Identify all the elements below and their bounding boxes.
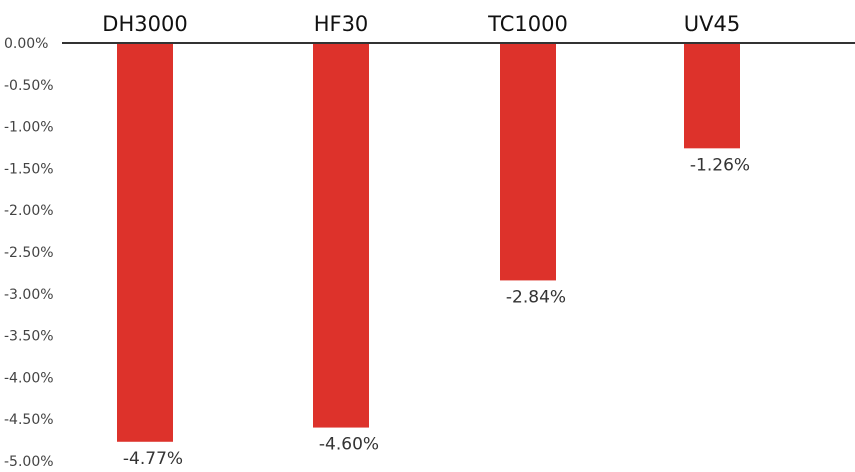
bar-tc1000 xyxy=(500,43,556,281)
data-label: -2.84% xyxy=(506,287,566,307)
y-tick-label: -4.50% xyxy=(4,412,54,428)
category-label: TC1000 xyxy=(487,12,568,36)
y-tick-label: -4.00% xyxy=(4,370,54,386)
y-tick-label: -1.50% xyxy=(4,161,54,177)
y-tick-label: -3.50% xyxy=(4,329,54,345)
y-tick-label: -1.00% xyxy=(4,120,54,136)
bar-dh3000 xyxy=(117,43,173,442)
data-label: -1.26% xyxy=(690,155,750,175)
category-label: UV45 xyxy=(684,12,740,36)
category-labels: DH3000 HF30 TC1000 UV45 xyxy=(102,12,740,36)
category-label: DH3000 xyxy=(102,12,187,36)
y-tick-label: -2.00% xyxy=(4,203,54,219)
y-tick-label: -5.00% xyxy=(4,454,54,470)
bar-uv45 xyxy=(684,43,740,149)
data-label: -4.77% xyxy=(123,449,183,469)
y-tick-label: -2.50% xyxy=(4,245,54,261)
y-tick-label: -0.50% xyxy=(4,78,54,94)
bar-hf30 xyxy=(313,43,369,428)
y-tick-label: 0.00% xyxy=(4,36,48,52)
data-label: -4.60% xyxy=(319,435,379,455)
data-labels: -4.77% -4.60% -2.84% -1.26% xyxy=(123,155,750,468)
bars-group xyxy=(117,43,740,442)
y-axis: 0.00% -0.50% -1.00% -1.50% -2.00% -2.50% -3.00… xyxy=(4,36,54,470)
y-tick-label: -3.00% xyxy=(4,287,54,303)
category-label: HF30 xyxy=(314,12,369,36)
